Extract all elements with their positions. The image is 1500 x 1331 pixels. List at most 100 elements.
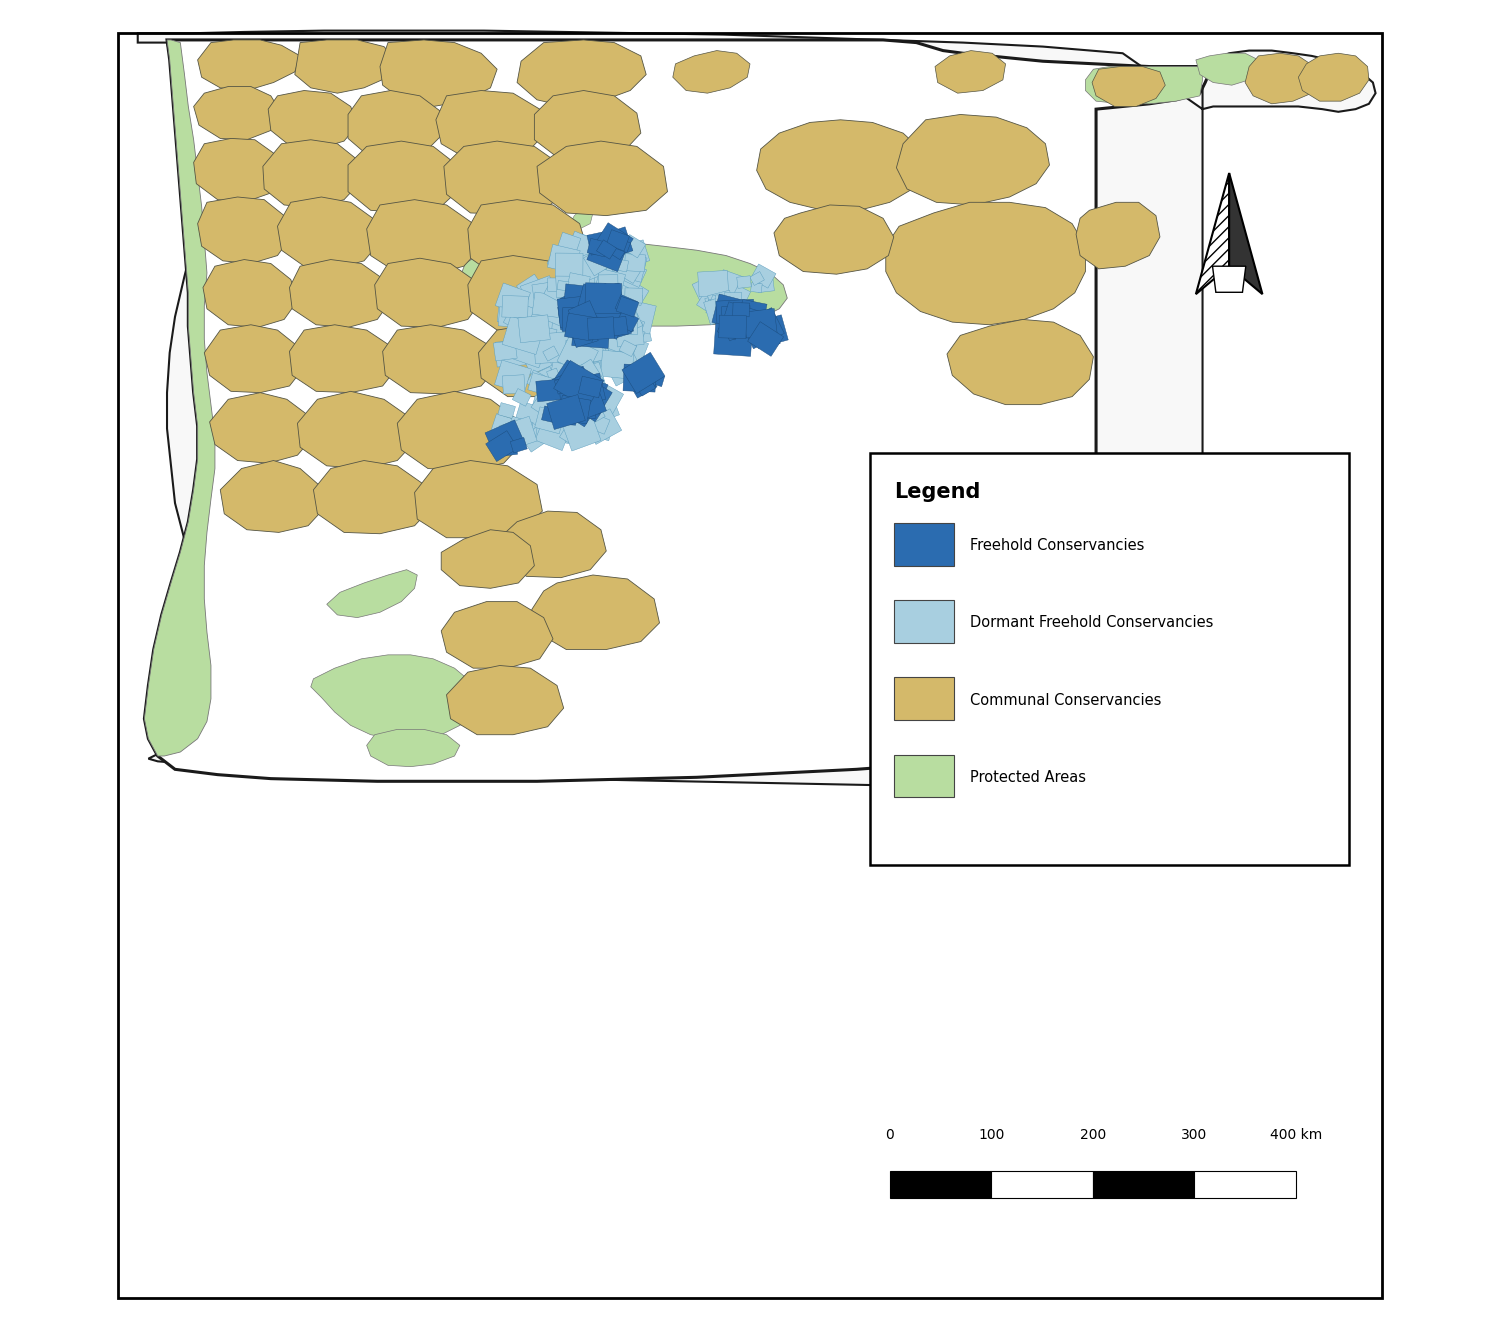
Polygon shape	[436, 91, 548, 157]
Polygon shape	[414, 461, 543, 538]
Polygon shape	[525, 413, 550, 435]
Polygon shape	[138, 31, 1376, 785]
Polygon shape	[556, 281, 568, 291]
Polygon shape	[614, 238, 630, 253]
Polygon shape	[594, 347, 619, 370]
Polygon shape	[496, 301, 523, 323]
Polygon shape	[704, 294, 738, 325]
Polygon shape	[718, 315, 747, 338]
Polygon shape	[366, 729, 460, 767]
Polygon shape	[621, 234, 645, 258]
Polygon shape	[495, 339, 526, 367]
Polygon shape	[747, 322, 783, 357]
Polygon shape	[542, 394, 561, 409]
Polygon shape	[615, 238, 630, 253]
Polygon shape	[348, 141, 460, 213]
Polygon shape	[518, 40, 646, 106]
Polygon shape	[752, 315, 789, 349]
Polygon shape	[592, 335, 615, 358]
Polygon shape	[620, 339, 636, 357]
Polygon shape	[1245, 53, 1320, 104]
Polygon shape	[591, 305, 616, 330]
Polygon shape	[741, 307, 784, 349]
Polygon shape	[534, 331, 570, 363]
Polygon shape	[220, 461, 324, 532]
Polygon shape	[596, 222, 633, 260]
Polygon shape	[580, 277, 598, 294]
Polygon shape	[495, 361, 531, 394]
Polygon shape	[614, 334, 648, 366]
Polygon shape	[1212, 266, 1246, 293]
Polygon shape	[568, 284, 614, 325]
Polygon shape	[531, 575, 660, 650]
Polygon shape	[546, 369, 560, 379]
Polygon shape	[750, 264, 776, 287]
Bar	[1194, 1171, 1296, 1198]
Polygon shape	[447, 666, 564, 735]
Polygon shape	[614, 317, 638, 338]
Polygon shape	[584, 295, 610, 319]
Polygon shape	[198, 40, 300, 91]
Text: Protected Areas: Protected Areas	[969, 769, 1086, 785]
Polygon shape	[262, 140, 362, 208]
Polygon shape	[723, 319, 746, 341]
Polygon shape	[610, 306, 642, 337]
Polygon shape	[724, 291, 742, 306]
Polygon shape	[558, 303, 588, 330]
Polygon shape	[532, 395, 550, 411]
Polygon shape	[722, 305, 752, 330]
Polygon shape	[520, 276, 558, 310]
Polygon shape	[562, 284, 598, 314]
Polygon shape	[509, 322, 531, 343]
Polygon shape	[548, 278, 564, 291]
Polygon shape	[616, 314, 645, 339]
Polygon shape	[574, 261, 586, 272]
Polygon shape	[580, 293, 626, 335]
Polygon shape	[698, 270, 729, 297]
Polygon shape	[558, 331, 600, 370]
Polygon shape	[650, 373, 664, 386]
Polygon shape	[600, 350, 634, 379]
Polygon shape	[580, 244, 602, 262]
Polygon shape	[519, 321, 536, 337]
Polygon shape	[1196, 53, 1258, 85]
Polygon shape	[750, 282, 762, 293]
Polygon shape	[561, 349, 580, 366]
Polygon shape	[705, 295, 723, 311]
Polygon shape	[486, 431, 518, 462]
Polygon shape	[584, 260, 597, 273]
Polygon shape	[556, 303, 585, 330]
Polygon shape	[572, 389, 606, 421]
Polygon shape	[597, 240, 616, 260]
Polygon shape	[723, 311, 764, 347]
Polygon shape	[756, 120, 922, 210]
Polygon shape	[537, 383, 552, 397]
Polygon shape	[708, 290, 734, 314]
Polygon shape	[561, 338, 598, 373]
Polygon shape	[366, 200, 482, 274]
Polygon shape	[738, 299, 766, 325]
Polygon shape	[548, 321, 585, 355]
Polygon shape	[528, 373, 554, 395]
Polygon shape	[555, 274, 584, 298]
Polygon shape	[716, 295, 736, 313]
Polygon shape	[588, 381, 624, 414]
Polygon shape	[554, 361, 604, 409]
Polygon shape	[586, 238, 608, 257]
Polygon shape	[708, 299, 722, 310]
Polygon shape	[600, 357, 616, 370]
Polygon shape	[375, 258, 482, 327]
Polygon shape	[574, 273, 596, 290]
Polygon shape	[509, 322, 525, 338]
Polygon shape	[327, 570, 417, 618]
Polygon shape	[526, 345, 543, 359]
Polygon shape	[468, 200, 588, 277]
Polygon shape	[614, 321, 632, 338]
Polygon shape	[618, 261, 646, 287]
Polygon shape	[712, 294, 753, 331]
Polygon shape	[516, 401, 542, 425]
Polygon shape	[562, 307, 591, 333]
Polygon shape	[528, 325, 556, 350]
Polygon shape	[542, 277, 568, 302]
Polygon shape	[612, 249, 646, 280]
